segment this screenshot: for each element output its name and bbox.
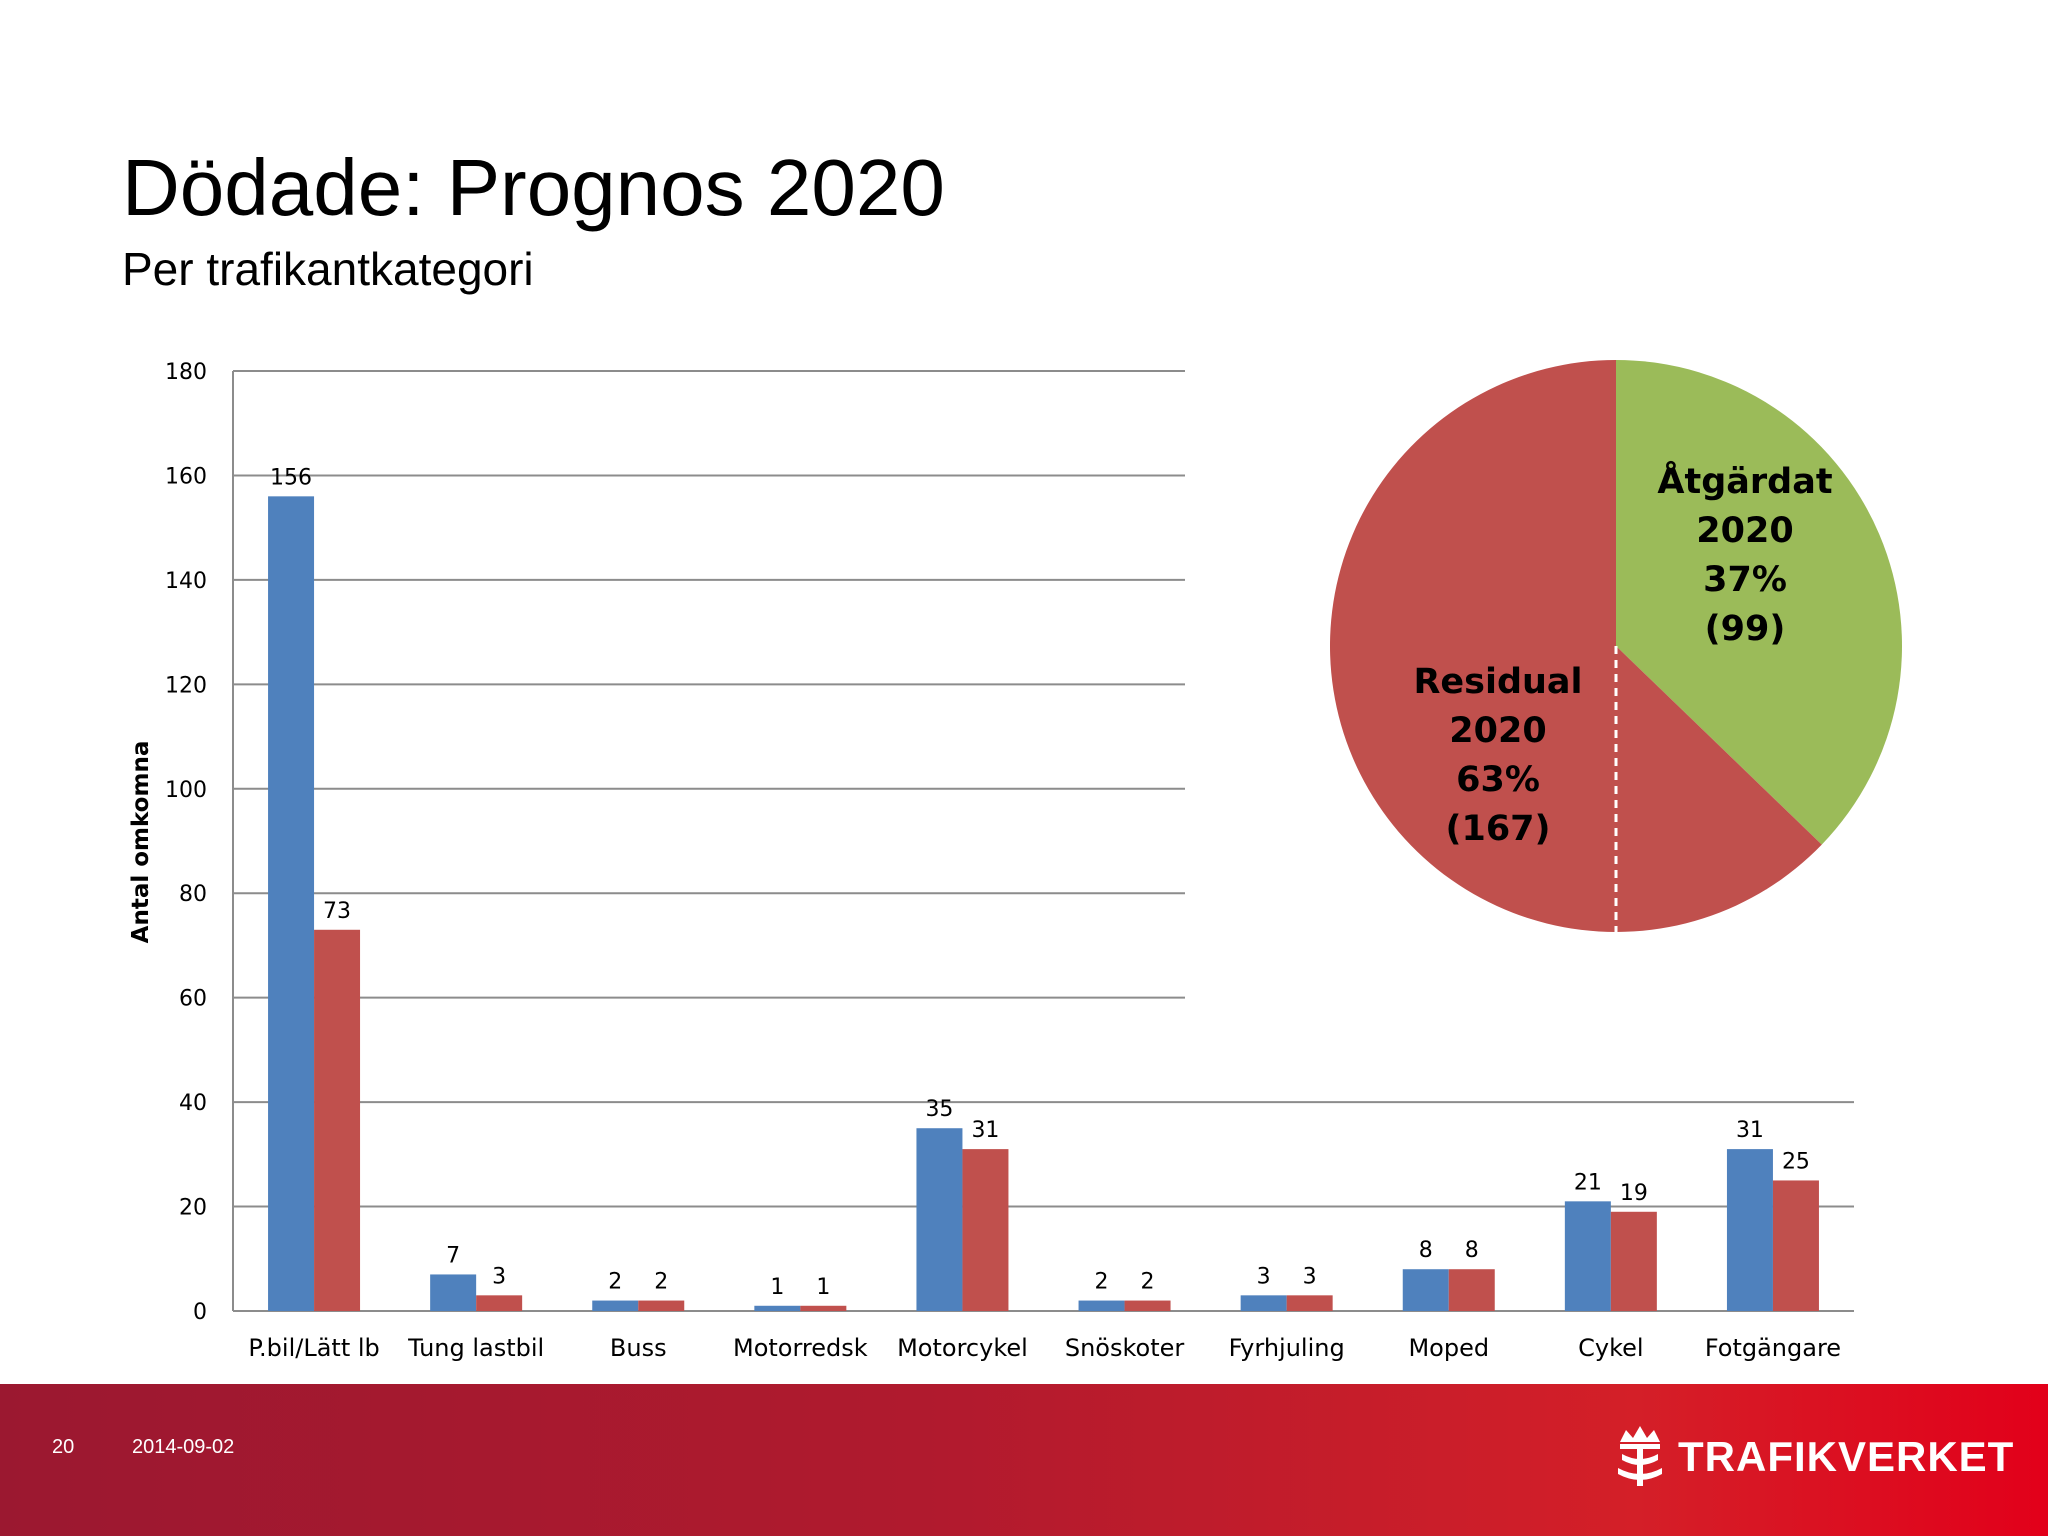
- x-category-label: Snöskoter: [1065, 1334, 1185, 1362]
- bar: [1286, 1295, 1333, 1311]
- bar-value-label: 2: [1141, 1270, 1155, 1295]
- bar-value-label: 1: [770, 1275, 784, 1300]
- x-category-label: Motorcykel: [897, 1334, 1028, 1362]
- y-tick-label: 60: [179, 987, 207, 1012]
- page-number: 20: [52, 1436, 75, 1458]
- pie-slice-label: Residual: [1413, 662, 1582, 702]
- pie-slice: [1616, 360, 1903, 845]
- bar: [916, 1128, 963, 1311]
- footer-date: 2014-09-02: [132, 1436, 235, 1458]
- y-tick-label: 80: [179, 882, 207, 907]
- bar: [1564, 1201, 1611, 1311]
- bar: [1124, 1300, 1171, 1311]
- x-category-label: Motorredsk: [733, 1334, 868, 1362]
- chart-labels: 0 20 40 60 80 100 120 140 160 180 Antal omkomna 156…: [128, 360, 1841, 1362]
- x-category-label: Tung lastbil: [407, 1334, 544, 1362]
- bar-series: [268, 496, 1819, 1311]
- bar: [1240, 1295, 1287, 1311]
- bar-value-label: 73: [323, 899, 351, 924]
- pie-slice-label: (99): [1705, 609, 1786, 649]
- trafikverket-logo: TRAFIKVERKET: [1612, 1422, 2014, 1492]
- pie-slice: [1330, 360, 1822, 932]
- bar-value-label: 25: [1782, 1149, 1810, 1174]
- footer-bar: [0, 1384, 2048, 1536]
- y-tick-label: 20: [179, 1196, 207, 1221]
- pie-chart: [1330, 360, 1903, 932]
- pie-slice-label: 2020: [1696, 511, 1793, 551]
- bar-value-label: 8: [1419, 1238, 1433, 1263]
- bar-value-label: 2: [608, 1270, 622, 1295]
- bar: [638, 1300, 685, 1311]
- bar: [1078, 1300, 1125, 1311]
- bar: [1610, 1211, 1657, 1311]
- x-category-label: Moped: [1408, 1334, 1489, 1362]
- x-category-label: Buss: [610, 1334, 667, 1362]
- crown-emblem-icon: [1618, 1426, 1662, 1486]
- bar-value-label: 3: [1257, 1264, 1271, 1289]
- bar: [754, 1305, 801, 1311]
- y-tick-label: 120: [165, 673, 207, 698]
- y-axis-label: Antal omkomna: [128, 741, 154, 944]
- y-tick-label: 160: [165, 464, 207, 489]
- pie-slice-label: 2020: [1449, 711, 1546, 751]
- bar-value-label: 1: [816, 1275, 830, 1300]
- bar-value-label: 21: [1574, 1170, 1602, 1195]
- pie-slice-label: 37%: [1703, 560, 1787, 600]
- pie-slice-label: 63%: [1456, 760, 1540, 800]
- bar: [962, 1149, 1009, 1311]
- x-category-label: Cykel: [1578, 1334, 1643, 1362]
- bar-value-label: 2: [654, 1270, 668, 1295]
- bar: [1726, 1149, 1773, 1311]
- bar: [314, 929, 361, 1311]
- y-tick-label: 140: [165, 569, 207, 594]
- bar: [1448, 1269, 1495, 1311]
- x-category-label: Fyrhjuling: [1229, 1334, 1345, 1362]
- pie-slice-label: Åtgärdat: [1657, 460, 1832, 502]
- x-category-label: P.bil/Lätt lb: [248, 1334, 379, 1362]
- bar-value-label: 31: [1736, 1118, 1764, 1143]
- y-tick-label: 180: [165, 360, 207, 385]
- bar-value-label: 35: [925, 1097, 953, 1122]
- bar-value-label: 3: [492, 1264, 506, 1289]
- bar-value-label: 8: [1465, 1238, 1479, 1263]
- bar: [592, 1300, 639, 1311]
- logo-text: TRAFIKVERKET: [1678, 1433, 2015, 1480]
- pie-slice-label: (167): [1445, 809, 1550, 849]
- bar: [1772, 1180, 1819, 1311]
- bar-value-label: 19: [1620, 1181, 1648, 1206]
- gridlines: [232, 370, 1854, 1312]
- bar-value-label: 7: [446, 1243, 460, 1268]
- x-category-label: Fotgängare: [1705, 1334, 1841, 1362]
- bar-value-label: 156: [270, 465, 312, 490]
- slide-subtitle: Per trafikantkategori: [122, 243, 534, 295]
- bar: [800, 1305, 847, 1311]
- bar: [268, 496, 315, 1311]
- y-tick-label: 0: [193, 1300, 207, 1325]
- bar: [476, 1295, 523, 1311]
- y-tick-label: 40: [179, 1091, 207, 1116]
- y-tick-label: 100: [165, 778, 207, 803]
- bar: [1402, 1269, 1449, 1311]
- chart-canvas: 0 20 40 60 80 100 120 140 160 180 Antal omkomna 156…: [128, 360, 1903, 1362]
- bar-value-label: 2: [1095, 1270, 1109, 1295]
- bar-value-label: 3: [1303, 1264, 1317, 1289]
- bar: [430, 1274, 477, 1311]
- bar-value-label: 31: [971, 1118, 999, 1143]
- slide-title: Dödade: Prognos 2020: [122, 143, 945, 232]
